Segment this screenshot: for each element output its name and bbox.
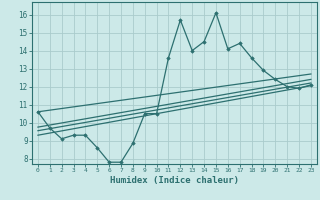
X-axis label: Humidex (Indice chaleur): Humidex (Indice chaleur) (110, 176, 239, 185)
